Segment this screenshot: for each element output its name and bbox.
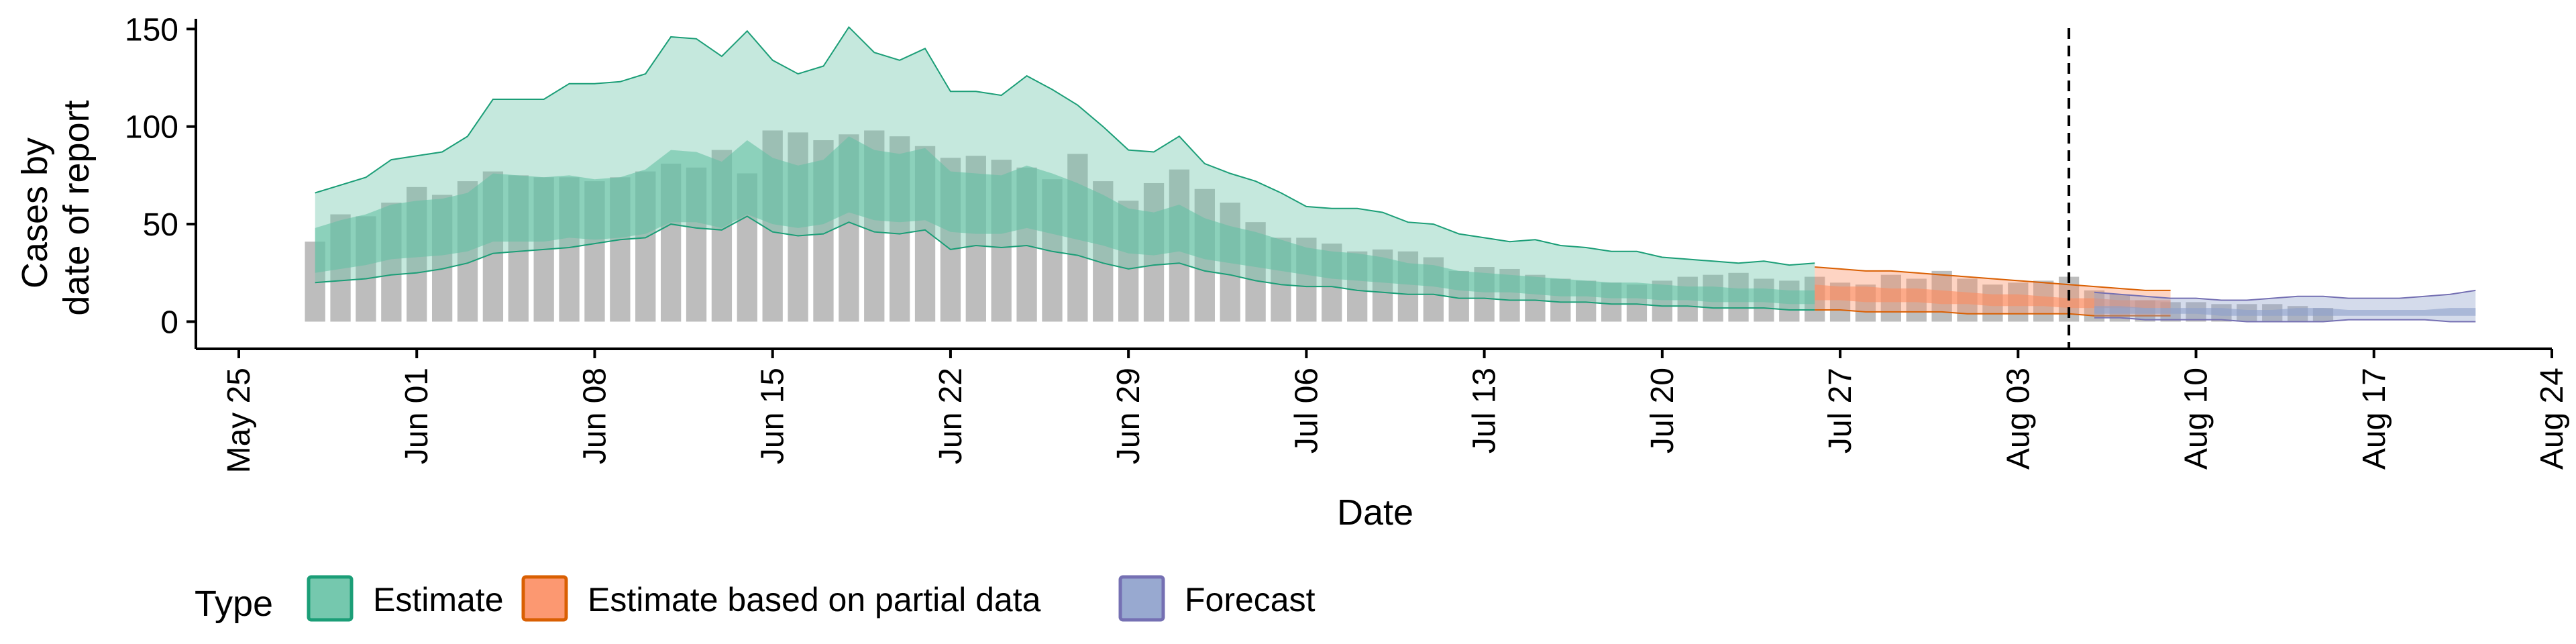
x-axis-title: Date <box>1337 492 1413 533</box>
x-tick-label: Jun 08 <box>577 368 612 464</box>
axes: 0 50 100 150 May 25 Jun 01 Jun 08 Jun 15 Jun 22… <box>125 12 2570 473</box>
estimate-lower-bound <box>315 215 1815 311</box>
x-tick-label: Jul 20 <box>1645 368 1680 453</box>
plot-area <box>305 25 2476 323</box>
x-tick-label: Jul 13 <box>1467 368 1503 453</box>
y-axis-title-line-1: Cases by <box>15 138 55 288</box>
forecast-50-interval <box>2094 306 2476 316</box>
x-tick-label: Jun 15 <box>755 368 791 464</box>
legend-label: Estimate <box>373 581 504 619</box>
x-tick-label: Jun 01 <box>399 368 435 464</box>
estimate-based-on-partial-data-upper-bound <box>1815 266 2171 291</box>
legend-title: Type <box>195 584 273 624</box>
legend-swatch <box>1118 575 1165 622</box>
y-axis-ticks: 0 50 100 150 <box>125 12 196 340</box>
estimate-based-on-partial-data-lower-bound <box>1815 309 2171 317</box>
y-tick-label: 150 <box>125 12 178 48</box>
y-axis-title: Cases by date of report <box>15 100 97 315</box>
x-axis-ticks: May 25 Jun 01 Jun 08 Jun 15 Jun 22 Jun 29 Jul … <box>221 349 2570 473</box>
estimate-50-interval <box>315 136 1815 305</box>
forecast-upper-bound <box>2094 289 2476 301</box>
x-tick-label: Aug 24 <box>2534 368 2570 470</box>
legend-label: Forecast <box>1185 581 1316 619</box>
legend-label: Estimate based on partial data <box>588 581 1041 619</box>
y-tick-label: 0 <box>160 305 178 340</box>
forecast-lower-bound <box>2094 317 2476 323</box>
estimate-90-interval <box>315 27 1815 311</box>
legend-swatch <box>521 575 568 622</box>
y-tick-label: 100 <box>125 110 178 146</box>
x-tick-label: Jul 27 <box>1823 368 1858 453</box>
estimate-based-on-partial-data-50-interval <box>1815 284 2171 309</box>
x-tick-label: May 25 <box>221 368 257 473</box>
estimate-ribbons <box>315 25 2476 323</box>
legend-items: Estimate Estimate based on partial data Fo… <box>307 575 1316 622</box>
x-tick-label: Jun 29 <box>1111 368 1146 464</box>
y-tick-label: 50 <box>143 207 178 243</box>
legend: Type Estimate Estimate based on partial d… <box>195 575 1316 624</box>
x-tick-label: Jul 06 <box>1289 368 1324 453</box>
legend-swatch <box>307 575 354 622</box>
y-axis-title-line-2: date of report <box>56 100 97 315</box>
x-tick-label: Aug 17 <box>2357 368 2392 470</box>
x-tick-label: Aug 03 <box>2000 368 2036 470</box>
x-tick-label: Jun 22 <box>933 368 969 464</box>
estimate-upper-bound <box>315 25 1815 266</box>
x-tick-label: Aug 10 <box>2179 368 2214 470</box>
